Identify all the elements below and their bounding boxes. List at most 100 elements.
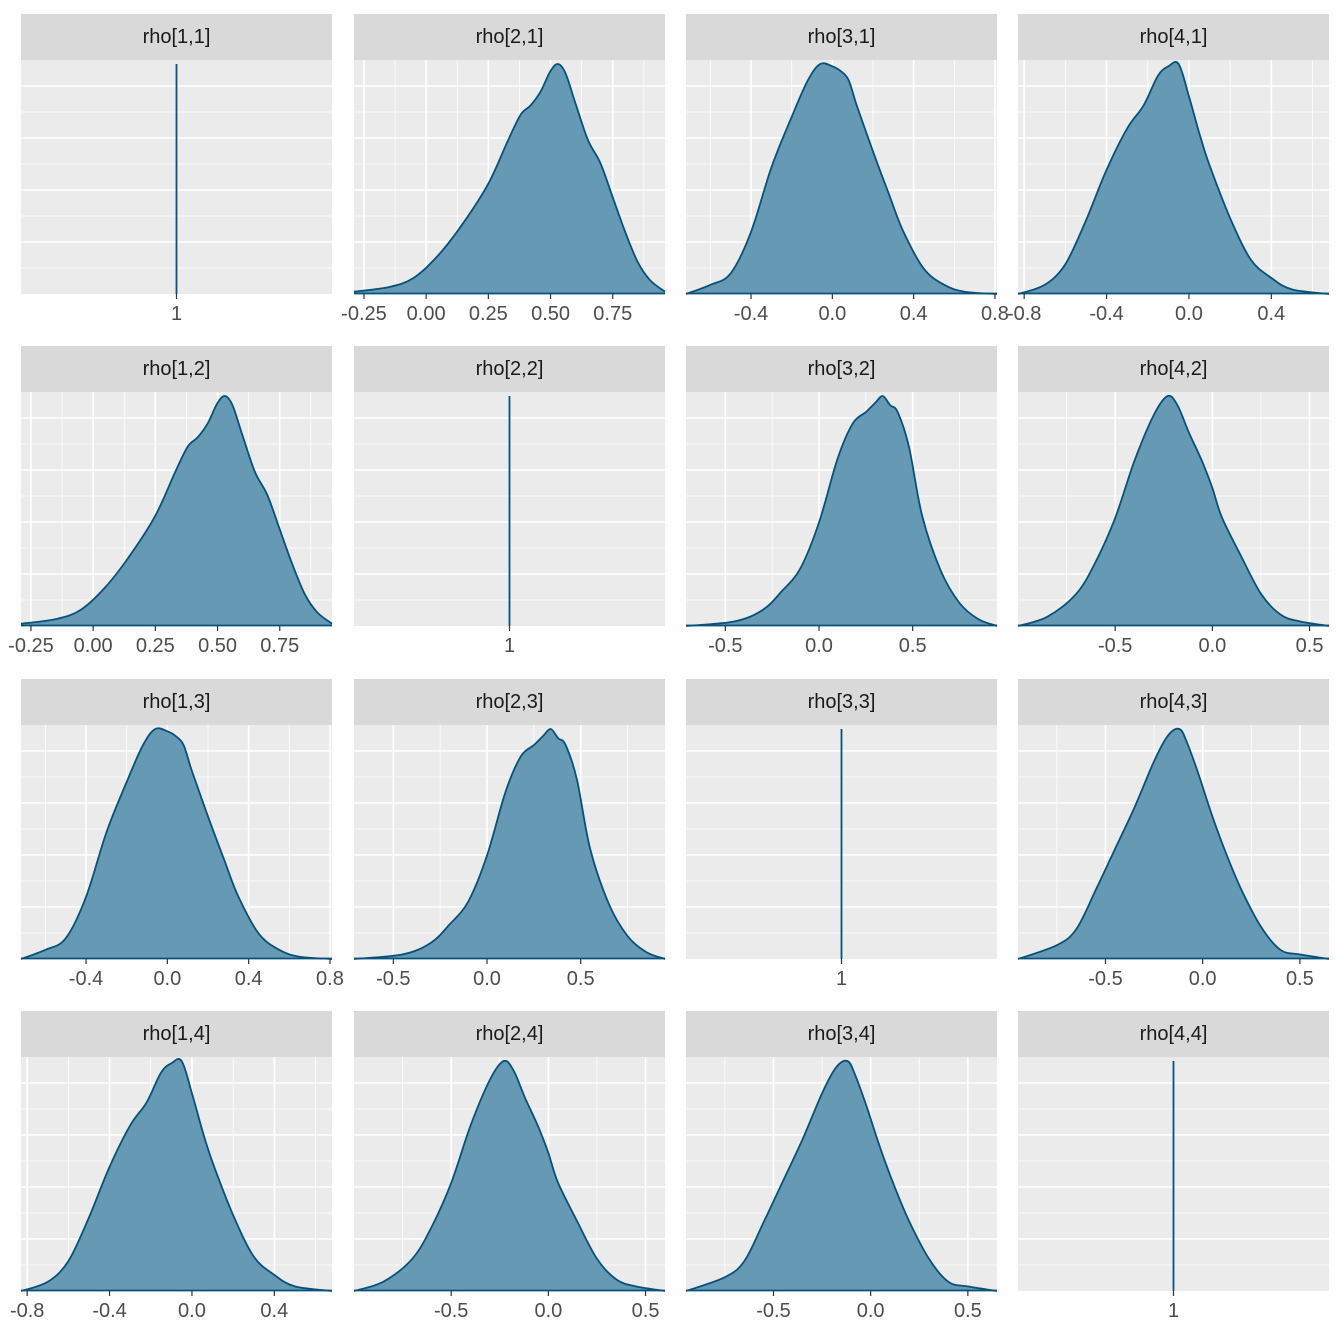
- x-tick-label: 0.50: [198, 635, 237, 657]
- density-area: [1018, 61, 1329, 295]
- density-curve: [685, 1059, 998, 1292]
- facet-strip-title: rho[2,3]: [354, 679, 665, 725]
- density-area: [21, 395, 332, 626]
- x-tick-label: -0.8: [1007, 303, 1041, 325]
- x-tick-label: -0.25: [8, 635, 54, 657]
- density-area: [1018, 395, 1329, 626]
- facet-panel: rho[4,1] -0.8 -0.4 0.0 0.4: [1007, 14, 1330, 334]
- density-area: [686, 1060, 997, 1291]
- x-tick-label: 0.0: [178, 1300, 206, 1322]
- x-tick-label: 0.4: [260, 1300, 288, 1322]
- facet-strip-title: rho[3,3]: [686, 679, 997, 725]
- density-curve: [1017, 61, 1330, 295]
- x-tick-label: 0.5: [567, 968, 595, 990]
- facet-panel: rho[3,1] -0.4 0.0 0.4 0.8: [685, 14, 1009, 334]
- x-tick-label: -0.4: [734, 303, 768, 325]
- facet-panel: rho[4,4] 1: [1018, 1011, 1329, 1331]
- x-tick-label: 0.0: [473, 968, 501, 990]
- facet-strip-title: rho[3,2]: [686, 346, 997, 392]
- x-tick-label: 0.0: [1175, 303, 1203, 325]
- x-tick-label: 0.5: [954, 1300, 982, 1322]
- x-tick-label: 0.8: [316, 968, 344, 990]
- density-area: [21, 1058, 332, 1291]
- density-area: [686, 395, 997, 626]
- x-tick-label: 0.5: [899, 635, 927, 657]
- facet-plot-area: -0.25 0.00 0.25 0.50 0.75: [8, 392, 333, 657]
- density-curve: [353, 63, 666, 293]
- density-curve: [685, 62, 998, 295]
- x-tick-label: 0.0: [534, 1300, 562, 1322]
- x-tick-label: -0.5: [1098, 635, 1132, 657]
- density-area: [21, 728, 332, 959]
- facet-plot-area: 1: [686, 725, 997, 990]
- x-tick-label: 0.8: [981, 303, 1009, 325]
- facet-panel: rho[2,2] 1: [354, 346, 665, 666]
- x-tick-label: -0.4: [1089, 303, 1123, 325]
- x-tick-label: -0.4: [69, 968, 103, 990]
- facet-plot-area: -0.5 0.0 0.5: [353, 1057, 666, 1322]
- x-tick-label: 0.0: [805, 635, 833, 657]
- facet-strip-title: rho[4,4]: [1018, 1011, 1329, 1057]
- density-curve: [353, 728, 666, 960]
- facet-plot-area: -0.5 0.0 0.5: [1017, 392, 1330, 657]
- facet-strip-title: rho[1,3]: [21, 679, 332, 725]
- x-tick-label: 0.5: [1286, 968, 1314, 990]
- density-curve: [20, 727, 333, 960]
- x-tick-label: 0.25: [469, 303, 508, 325]
- x-tick-label: -0.25: [341, 303, 387, 325]
- facet-plot-area: -0.4 0.0 0.4 0.8: [20, 725, 344, 990]
- facet-plot-area: -0.4 0.0 0.4 0.8: [685, 60, 1009, 325]
- density-area: [354, 1060, 665, 1291]
- facet-panel: rho[1,4] -0.8 -0.4 0.0 0.4: [10, 1011, 333, 1331]
- facet-plot-area: -0.5 0.0 0.5: [685, 392, 998, 657]
- density-area: [354, 728, 665, 959]
- x-tick-label: 0.5: [1296, 635, 1324, 657]
- x-tick-label: -0.5: [1088, 968, 1122, 990]
- x-tick-label: 1: [836, 968, 847, 990]
- x-tick-label: 0.0: [818, 303, 846, 325]
- x-tick-label: 1: [1168, 1300, 1179, 1322]
- x-tick-label: -0.5: [756, 1300, 790, 1322]
- x-tick-label: 1: [171, 303, 182, 325]
- x-tick-label: 0.00: [407, 303, 446, 325]
- x-tick-label: 0.25: [136, 635, 175, 657]
- facet-strip-title: rho[4,1]: [1018, 14, 1329, 60]
- facet-panel: rho[1,1] 1: [21, 14, 332, 334]
- facet-plot-area: 1: [1018, 1057, 1329, 1322]
- facet-plot-area: 1: [21, 60, 332, 325]
- x-tick-label: 0.0: [857, 1300, 885, 1322]
- density-curve: [1017, 727, 1330, 960]
- x-tick-label: 0.75: [593, 303, 632, 325]
- facet-plot-area: -0.25 0.00 0.25 0.50 0.75: [341, 60, 666, 325]
- facet-panel: rho[4,2] -0.5 0.0 0.5: [1017, 346, 1330, 666]
- facet-strip-title: rho[4,3]: [1018, 679, 1329, 725]
- facet-panel: rho[1,2] -0.25 0.00 0.25 0.50 0.75: [8, 346, 333, 666]
- x-tick-label: -0.5: [434, 1300, 468, 1322]
- facet-plot-area: -0.8 -0.4 0.0 0.4: [10, 1057, 333, 1322]
- facet-strip-title: rho[2,4]: [354, 1011, 665, 1057]
- x-tick-label: -0.5: [708, 635, 742, 657]
- density-area: [686, 63, 997, 295]
- facet-panel: rho[1,3] -0.4 0.0 0.4 0.8: [20, 679, 344, 999]
- density-curve: [20, 1058, 333, 1292]
- facet-strip-title: rho[3,1]: [686, 14, 997, 60]
- facet-plot-area: -0.5 0.0 0.5: [1017, 725, 1330, 990]
- facet-panel: rho[2,3] -0.5 0.0 0.5: [353, 679, 666, 999]
- x-tick-label: 0.75: [260, 635, 299, 657]
- facet-strip-title: rho[3,4]: [686, 1011, 997, 1057]
- facet-strip-title: rho[2,2]: [354, 346, 665, 392]
- x-tick-label: -0.5: [376, 968, 410, 990]
- facet-plot-area: 1: [354, 392, 665, 657]
- x-tick-label: 0.0: [153, 968, 181, 990]
- x-tick-label: 0.00: [74, 635, 113, 657]
- facet-strip-title: rho[2,1]: [354, 14, 665, 60]
- density-curve: [353, 1059, 666, 1292]
- facet-strip-title: rho[1,2]: [21, 346, 332, 392]
- x-tick-label: -0.8: [10, 1300, 44, 1322]
- facet-strip-title: rho[1,4]: [21, 1011, 332, 1057]
- density-curve: [20, 395, 333, 625]
- x-tick-label: 0.0: [1198, 635, 1226, 657]
- x-tick-label: 1: [504, 635, 515, 657]
- x-tick-label: 0.4: [900, 303, 928, 325]
- density-curve: [685, 395, 998, 627]
